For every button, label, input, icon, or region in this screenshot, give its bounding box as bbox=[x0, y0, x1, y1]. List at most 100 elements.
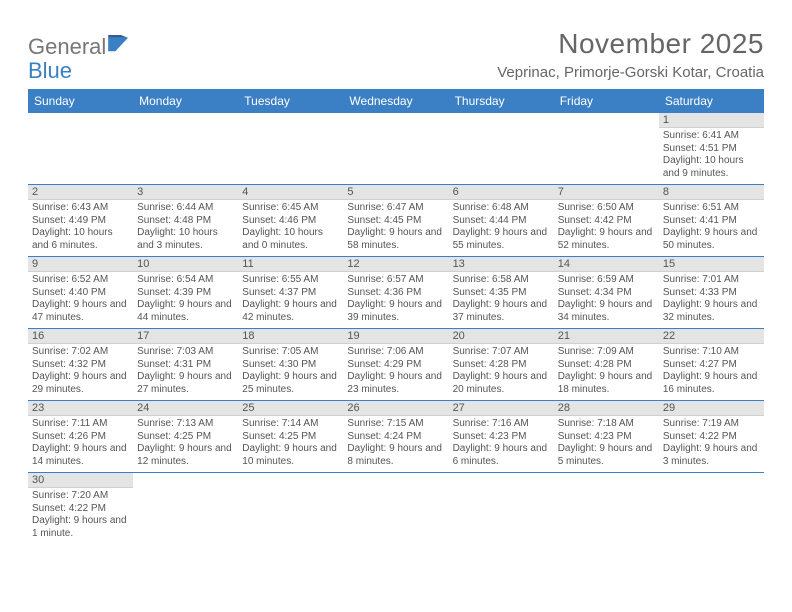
calendar-cell: 4Sunrise: 6:45 AMSunset: 4:46 PMDaylight… bbox=[238, 185, 343, 257]
calendar-cell: 13Sunrise: 6:58 AMSunset: 4:35 PMDayligh… bbox=[449, 257, 554, 329]
sunrise: Sunrise: 6:45 AM bbox=[242, 202, 339, 215]
sunset: Sunset: 4:31 PM bbox=[137, 359, 234, 372]
sunrise: Sunrise: 7:14 AM bbox=[242, 418, 339, 431]
daylight: Daylight: 9 hours and 16 minutes. bbox=[663, 371, 760, 396]
sunset: Sunset: 4:25 PM bbox=[137, 431, 234, 444]
sunrise: Sunrise: 6:43 AM bbox=[32, 202, 129, 215]
sunrise: Sunrise: 7:06 AM bbox=[347, 346, 444, 359]
calendar-cell: 23Sunrise: 7:11 AMSunset: 4:26 PMDayligh… bbox=[28, 401, 133, 473]
calendar-cell: 25Sunrise: 7:14 AMSunset: 4:25 PMDayligh… bbox=[238, 401, 343, 473]
daylight: Daylight: 9 hours and 12 minutes. bbox=[137, 443, 234, 468]
day-details: Sunrise: 6:44 AMSunset: 4:48 PMDaylight:… bbox=[133, 200, 238, 256]
day-details: Sunrise: 6:58 AMSunset: 4:35 PMDaylight:… bbox=[449, 272, 554, 328]
sunset: Sunset: 4:24 PM bbox=[347, 431, 444, 444]
day-details: Sunrise: 7:05 AMSunset: 4:30 PMDaylight:… bbox=[238, 344, 343, 400]
day-number: 6 bbox=[449, 185, 554, 200]
sunset: Sunset: 4:44 PM bbox=[453, 215, 550, 228]
calendar-week-row: 2Sunrise: 6:43 AMSunset: 4:49 PMDaylight… bbox=[28, 185, 764, 257]
sunset: Sunset: 4:27 PM bbox=[663, 359, 760, 372]
sunset: Sunset: 4:23 PM bbox=[453, 431, 550, 444]
daylight: Daylight: 9 hours and 3 minutes. bbox=[663, 443, 760, 468]
day-details: Sunrise: 7:06 AMSunset: 4:29 PMDaylight:… bbox=[343, 344, 448, 400]
sunrise: Sunrise: 7:15 AM bbox=[347, 418, 444, 431]
day-number: 18 bbox=[238, 329, 343, 344]
day-number: 16 bbox=[28, 329, 133, 344]
calendar-cell: 24Sunrise: 7:13 AMSunset: 4:25 PMDayligh… bbox=[133, 401, 238, 473]
day-number: 15 bbox=[659, 257, 764, 272]
daylight: Daylight: 9 hours and 25 minutes. bbox=[242, 371, 339, 396]
daylight: Daylight: 10 hours and 6 minutes. bbox=[32, 227, 129, 252]
weekday-header: Monday bbox=[133, 89, 238, 113]
day-details: Sunrise: 7:15 AMSunset: 4:24 PMDaylight:… bbox=[343, 416, 448, 472]
location: Veprinac, Primorje-Gorski Kotar, Croatia bbox=[497, 64, 764, 81]
sunrise: Sunrise: 7:16 AM bbox=[453, 418, 550, 431]
calendar-cell bbox=[133, 113, 238, 185]
sunrise: Sunrise: 7:07 AM bbox=[453, 346, 550, 359]
daylight: Daylight: 9 hours and 32 minutes. bbox=[663, 299, 760, 324]
daylight: Daylight: 9 hours and 14 minutes. bbox=[32, 443, 129, 468]
sunset: Sunset: 4:48 PM bbox=[137, 215, 234, 228]
sunset: Sunset: 4:37 PM bbox=[242, 287, 339, 300]
calendar-cell bbox=[343, 473, 448, 545]
calendar-cell: 20Sunrise: 7:07 AMSunset: 4:28 PMDayligh… bbox=[449, 329, 554, 401]
daylight: Daylight: 9 hours and 20 minutes. bbox=[453, 371, 550, 396]
page-title: November 2025 bbox=[497, 28, 764, 60]
sunset: Sunset: 4:34 PM bbox=[558, 287, 655, 300]
calendar-cell bbox=[449, 113, 554, 185]
calendar-body: 1Sunrise: 6:41 AMSunset: 4:51 PMDaylight… bbox=[28, 113, 764, 544]
calendar-cell: 28Sunrise: 7:18 AMSunset: 4:23 PMDayligh… bbox=[554, 401, 659, 473]
calendar-cell bbox=[554, 113, 659, 185]
day-number: 3 bbox=[133, 185, 238, 200]
calendar-cell: 5Sunrise: 6:47 AMSunset: 4:45 PMDaylight… bbox=[343, 185, 448, 257]
calendar-cell: 17Sunrise: 7:03 AMSunset: 4:31 PMDayligh… bbox=[133, 329, 238, 401]
day-number: 9 bbox=[28, 257, 133, 272]
calendar-cell bbox=[133, 473, 238, 545]
calendar-cell: 3Sunrise: 6:44 AMSunset: 4:48 PMDaylight… bbox=[133, 185, 238, 257]
daylight: Daylight: 9 hours and 37 minutes. bbox=[453, 299, 550, 324]
logo-text-general: General bbox=[28, 34, 106, 60]
sunrise: Sunrise: 7:20 AM bbox=[32, 490, 129, 503]
sunset: Sunset: 4:36 PM bbox=[347, 287, 444, 300]
day-number: 20 bbox=[449, 329, 554, 344]
daylight: Daylight: 9 hours and 52 minutes. bbox=[558, 227, 655, 252]
daylight: Daylight: 9 hours and 55 minutes. bbox=[453, 227, 550, 252]
daylight: Daylight: 9 hours and 47 minutes. bbox=[32, 299, 129, 324]
sunrise: Sunrise: 7:01 AM bbox=[663, 274, 760, 287]
calendar-cell: 19Sunrise: 7:06 AMSunset: 4:29 PMDayligh… bbox=[343, 329, 448, 401]
calendar-cell: 9Sunrise: 6:52 AMSunset: 4:40 PMDaylight… bbox=[28, 257, 133, 329]
day-details: Sunrise: 7:14 AMSunset: 4:25 PMDaylight:… bbox=[238, 416, 343, 472]
day-number: 28 bbox=[554, 401, 659, 416]
day-number: 14 bbox=[554, 257, 659, 272]
daylight: Daylight: 9 hours and 6 minutes. bbox=[453, 443, 550, 468]
sunrise: Sunrise: 7:05 AM bbox=[242, 346, 339, 359]
sunrise: Sunrise: 6:58 AM bbox=[453, 274, 550, 287]
daylight: Daylight: 9 hours and 27 minutes. bbox=[137, 371, 234, 396]
sunrise: Sunrise: 7:18 AM bbox=[558, 418, 655, 431]
day-details: Sunrise: 7:07 AMSunset: 4:28 PMDaylight:… bbox=[449, 344, 554, 400]
day-number: 22 bbox=[659, 329, 764, 344]
sunset: Sunset: 4:23 PM bbox=[558, 431, 655, 444]
day-details: Sunrise: 6:48 AMSunset: 4:44 PMDaylight:… bbox=[449, 200, 554, 256]
daylight: Daylight: 9 hours and 1 minute. bbox=[32, 515, 129, 540]
sunset: Sunset: 4:49 PM bbox=[32, 215, 129, 228]
day-details: Sunrise: 6:45 AMSunset: 4:46 PMDaylight:… bbox=[238, 200, 343, 256]
flag-icon bbox=[108, 35, 130, 53]
sunset: Sunset: 4:40 PM bbox=[32, 287, 129, 300]
calendar-cell: 18Sunrise: 7:05 AMSunset: 4:30 PMDayligh… bbox=[238, 329, 343, 401]
day-number: 24 bbox=[133, 401, 238, 416]
logo-text-blue: Blue bbox=[28, 58, 72, 84]
sunrise: Sunrise: 6:54 AM bbox=[137, 274, 234, 287]
sunset: Sunset: 4:30 PM bbox=[242, 359, 339, 372]
sunset: Sunset: 4:35 PM bbox=[453, 287, 550, 300]
day-number: 2 bbox=[28, 185, 133, 200]
day-number: 5 bbox=[343, 185, 448, 200]
day-details: Sunrise: 6:57 AMSunset: 4:36 PMDaylight:… bbox=[343, 272, 448, 328]
calendar-cell: 22Sunrise: 7:10 AMSunset: 4:27 PMDayligh… bbox=[659, 329, 764, 401]
day-details: Sunrise: 6:50 AMSunset: 4:42 PMDaylight:… bbox=[554, 200, 659, 256]
day-number: 25 bbox=[238, 401, 343, 416]
day-details: Sunrise: 7:20 AMSunset: 4:22 PMDaylight:… bbox=[28, 488, 133, 544]
day-details: Sunrise: 6:47 AMSunset: 4:45 PMDaylight:… bbox=[343, 200, 448, 256]
sunrise: Sunrise: 6:50 AM bbox=[558, 202, 655, 215]
daylight: Daylight: 9 hours and 8 minutes. bbox=[347, 443, 444, 468]
day-number: 7 bbox=[554, 185, 659, 200]
